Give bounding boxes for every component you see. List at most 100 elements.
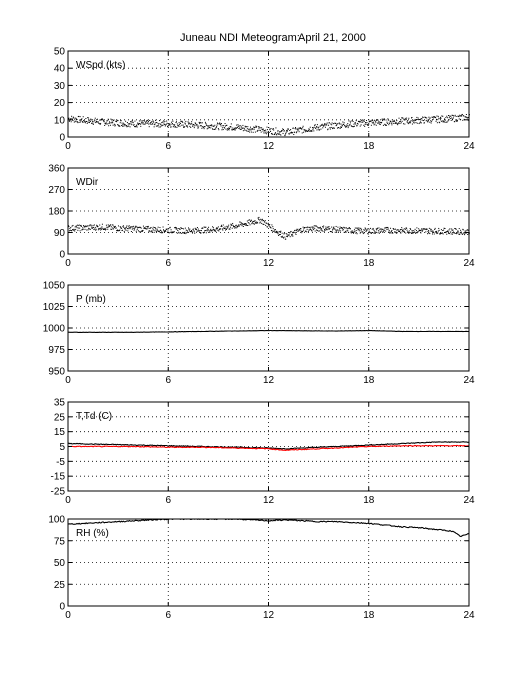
data-point (244, 129, 246, 131)
data-point (251, 223, 253, 225)
data-point (245, 126, 247, 128)
data-point (89, 224, 91, 226)
data-point (173, 124, 175, 126)
data-point (309, 126, 311, 128)
data-point (144, 123, 146, 125)
data-point (243, 128, 245, 130)
data-point (451, 229, 453, 231)
data-point (444, 119, 446, 121)
x-tick-label: 6 (165, 375, 171, 386)
data-point (167, 125, 169, 127)
data-point (94, 119, 96, 121)
data-point (289, 236, 291, 238)
data-point (327, 129, 329, 131)
data-point (327, 226, 329, 228)
data-point (136, 229, 138, 231)
data-point (279, 131, 281, 133)
data-point (332, 128, 334, 130)
data-point (133, 225, 135, 227)
data-point (165, 123, 167, 125)
data-point (382, 228, 384, 230)
data-point (163, 120, 165, 122)
data-point (132, 227, 134, 229)
data-point (311, 229, 313, 231)
data-point (206, 229, 208, 231)
data-point (400, 122, 402, 124)
data-point (295, 132, 297, 134)
data-point (72, 229, 74, 231)
data-point (368, 229, 370, 231)
data-point (105, 122, 107, 124)
data-point (243, 223, 245, 225)
data-point (223, 125, 225, 127)
data-point (251, 222, 253, 224)
data-point (280, 230, 282, 232)
data-point (87, 229, 89, 231)
data-point (109, 122, 111, 124)
data-point (402, 230, 404, 232)
data-point (216, 126, 218, 128)
data-point (296, 128, 298, 130)
data-point (117, 124, 119, 126)
data-point (234, 129, 236, 131)
data-point (456, 119, 458, 121)
data-point (74, 230, 76, 232)
data-point (231, 224, 233, 226)
data-point (276, 132, 278, 134)
data-point (452, 233, 454, 235)
data-point (352, 231, 354, 233)
data-point (459, 114, 461, 116)
data-point (347, 127, 349, 129)
data-point (405, 118, 407, 120)
data-point (274, 229, 276, 231)
y-tick-label: 360 (48, 164, 65, 175)
data-point (396, 232, 398, 234)
data-point (88, 120, 90, 122)
data-point (349, 122, 351, 124)
data-point (265, 224, 267, 226)
data-point (350, 120, 352, 122)
data-point (387, 228, 389, 230)
data-point (154, 119, 156, 121)
data-point (410, 232, 412, 234)
data-point (443, 120, 445, 122)
data-point (90, 119, 92, 121)
data-point (110, 226, 112, 228)
data-point (225, 228, 227, 230)
data-point (333, 226, 335, 228)
data-point (287, 234, 289, 236)
data-point (164, 230, 166, 232)
y-tick-label: 20 (54, 98, 66, 109)
data-point (229, 226, 231, 228)
data-point (467, 117, 469, 119)
data-point (307, 231, 309, 233)
data-point (244, 125, 246, 127)
data-point (95, 229, 97, 231)
data-point (404, 123, 406, 125)
data-point (390, 227, 392, 229)
data-point (103, 120, 105, 122)
data-point (220, 124, 222, 126)
x-tick-label: 6 (165, 610, 171, 621)
data-point (315, 225, 317, 227)
data-point (158, 231, 160, 233)
data-point (410, 228, 412, 230)
data-point (441, 115, 443, 117)
data-point (218, 230, 220, 232)
title-station: Juneau NDI Meteogram: (180, 32, 300, 44)
data-point (213, 230, 215, 232)
data-point (170, 126, 172, 128)
data-point (451, 228, 453, 230)
data-point (264, 221, 266, 223)
data-point (381, 230, 383, 232)
data-point (340, 227, 342, 229)
data-point (201, 127, 203, 129)
data-point (78, 225, 80, 227)
data-point (377, 119, 379, 121)
data-point (349, 227, 351, 229)
data-point (74, 118, 76, 120)
data-point (257, 222, 259, 224)
data-point (167, 123, 169, 125)
